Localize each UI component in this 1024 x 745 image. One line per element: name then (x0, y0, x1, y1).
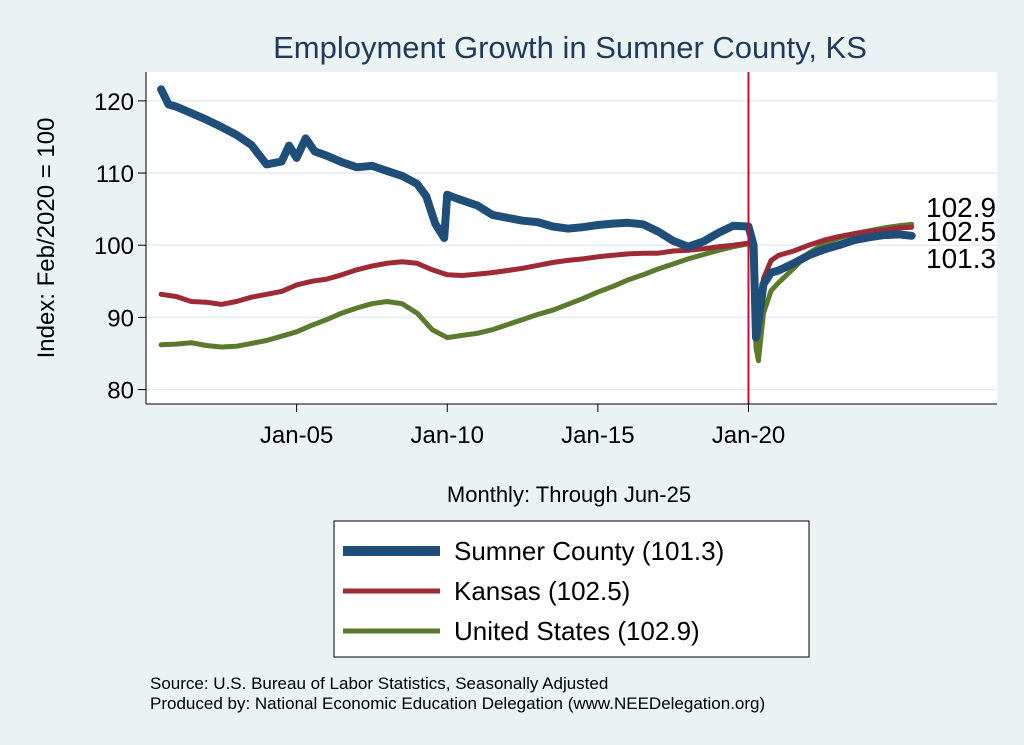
end-label-sumner-county: 101.3 (926, 243, 996, 274)
y-tick-label-110: 110 (96, 161, 134, 188)
series-line-kansas (158, 224, 915, 333)
producer-note: Produced by: National Economic Education… (150, 694, 766, 713)
end-label-united-states: 102.9 (926, 192, 996, 223)
source-note: Source: U.S. Bureau of Labor Statistics,… (150, 674, 609, 693)
x-tick-label-jan-10: Jan-10 (411, 422, 484, 449)
series-line-united-states (158, 221, 915, 364)
x-ticks: Jan-05 Jan-10 Jan-15 Jan-20 (260, 404, 785, 449)
series-layer (157, 85, 916, 364)
footer: Source: U.S. Bureau of Labor Statistics,… (150, 674, 765, 714)
legend-label-sumner: Sumner County (101.3) (454, 536, 724, 566)
gridlines (146, 100, 997, 391)
end-label-kansas: 102.5 (926, 216, 996, 247)
legend-label-kansas: Kansas (102.5) (454, 576, 630, 606)
y-tick-label-90: 90 (107, 305, 134, 332)
y-tick-label-80: 80 (107, 378, 134, 405)
legend: Sumner County (101.3) Kansas (102.5) Uni… (333, 520, 810, 658)
x-tick-label-jan-05: Jan-05 (260, 422, 333, 449)
x-tick-label-jan-15: Jan-15 (561, 422, 634, 449)
y-tick-label-100: 100 (94, 233, 134, 260)
chart-title: Employment Growth in Sumner County, KS (273, 30, 867, 65)
y-ticks: 80 90 100 110 120 (94, 89, 146, 405)
x-tick-label-jan-20: Jan-20 (712, 422, 785, 449)
legend-label-us: United States (102.9) (454, 616, 700, 646)
y-axis-label: Index: Feb/2020 = 100 (33, 118, 60, 359)
x-axis-label: Monthly: Through Jun-25 (447, 482, 691, 507)
series-line-sumner-county (157, 85, 916, 342)
y-tick-label-120: 120 (94, 89, 134, 116)
